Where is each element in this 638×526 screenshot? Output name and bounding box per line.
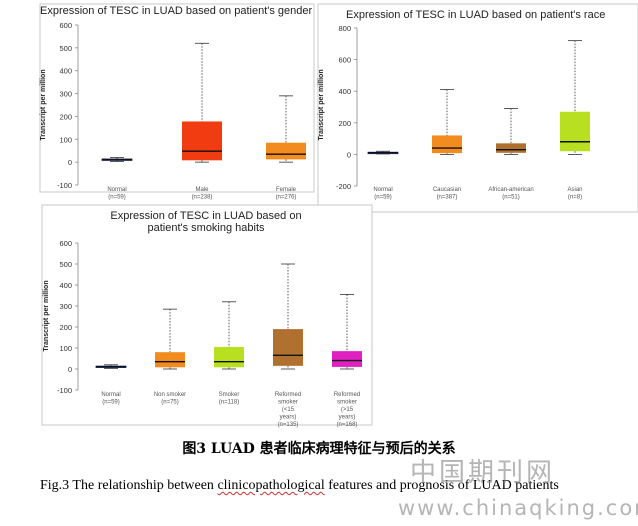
x-tick-count: (n=59) — [102, 400, 120, 406]
x-tick-label: African-american — [488, 187, 533, 193]
y-tick-label: 100 — [59, 135, 72, 144]
chart-title: Expression of TESC in LUAD based on pati… — [40, 5, 313, 17]
caption-en-underlined: clinicopathological — [217, 478, 325, 493]
x-tick-count: (n=75) — [161, 400, 179, 406]
y-tick-label: 500 — [59, 44, 72, 53]
y-axis-label: Transcript per million — [43, 280, 50, 351]
y-tick-label: 300 — [59, 302, 72, 311]
y-axis-label: Transcript per million — [318, 69, 325, 140]
x-tick-count: (n=135) — [278, 422, 299, 428]
chart-frame — [41, 204, 373, 426]
x-tick-label: Reformed — [334, 392, 360, 398]
chart-frame — [317, 3, 638, 213]
box — [182, 121, 222, 161]
y-tick-label: 100 — [59, 344, 72, 353]
x-tick-count: (n=118) — [219, 400, 239, 406]
y-tick-label: 400 — [59, 281, 72, 290]
x-tick-count: (n=276) — [276, 195, 297, 201]
y-tick-label: -100 — [57, 181, 72, 190]
y-tick-label: 200 — [59, 112, 72, 121]
figure-caption-cn: 图3 LUAD 患者临床病理特征与预后的关系 — [182, 441, 456, 457]
box — [214, 346, 244, 368]
chart-title: Expression of TESC in LUAD based on — [110, 210, 301, 222]
x-tick-label: Normal — [101, 392, 120, 398]
y-tick-label: 600 — [338, 56, 351, 65]
y-tick-label: 0 — [347, 150, 351, 159]
y-tick-label: -200 — [336, 182, 351, 191]
chart-title: patient's smoking habits — [147, 222, 265, 234]
x-tick-label: years) — [339, 415, 356, 421]
y-tick-label: -100 — [57, 386, 72, 395]
chart-panel-1: Expression of TESC in LUAD based on pati… — [39, 3, 315, 201]
y-tick-label: 0 — [68, 365, 72, 374]
chart-title: Expression of TESC in LUAD based on pati… — [346, 9, 605, 21]
x-tick-label: Smoker — [219, 392, 240, 398]
x-tick-count: (n=238) — [192, 195, 213, 201]
box — [432, 135, 462, 154]
y-tick-label: 800 — [338, 24, 351, 33]
box — [560, 111, 590, 152]
x-tick-label: (>15 — [341, 407, 354, 413]
x-tick-label: (<15 — [282, 407, 295, 413]
x-tick-label: smoker — [278, 400, 298, 406]
x-tick-label: Caucasian — [433, 187, 461, 193]
x-tick-label: Asian — [567, 187, 582, 193]
box — [273, 329, 303, 366]
box — [155, 352, 185, 368]
x-tick-count: (n=168) — [337, 422, 358, 428]
y-tick-label: 400 — [59, 67, 72, 76]
figure-charts: Expression of TESC in LUAD based on pati… — [39, 3, 638, 428]
y-tick-label: 600 — [59, 21, 72, 30]
box — [332, 351, 362, 367]
y-tick-label: 600 — [59, 239, 72, 248]
watermark-cn: 中国期刊网 — [410, 458, 556, 488]
x-tick-count: (n=59) — [374, 195, 392, 201]
box — [496, 143, 526, 153]
box — [266, 142, 306, 160]
watermark-url: www.chinaqking.com — [398, 496, 638, 520]
y-tick-label: 300 — [59, 90, 72, 99]
x-tick-count: (n=387) — [437, 195, 458, 201]
y-tick-label: 400 — [338, 87, 351, 96]
figure-caption-en: Fig.3 The relationship between clinicopa… — [40, 471, 568, 501]
x-tick-label: Normal — [373, 187, 392, 193]
x-tick-count: (n=51) — [502, 195, 520, 201]
x-tick-label: Normal — [107, 187, 126, 193]
chart-panel-2: Expression of TESC in LUAD based on pati… — [317, 3, 638, 213]
y-axis-label: Transcript per million — [40, 69, 47, 140]
x-tick-count: (n=8) — [568, 195, 582, 201]
chart-frame — [39, 3, 315, 193]
x-tick-label: Non smoker — [154, 392, 186, 398]
y-tick-label: 500 — [59, 260, 72, 269]
x-tick-label: years) — [280, 415, 297, 421]
x-tick-label: smoker — [337, 400, 357, 406]
x-tick-label: Reformed — [275, 392, 301, 398]
x-tick-count: (n=59) — [108, 195, 126, 201]
caption-en-suffix: features and prognosis of LUAD patients — [324, 478, 559, 493]
y-tick-label: 200 — [338, 119, 351, 128]
x-tick-label: Male — [195, 187, 209, 193]
y-tick-label: 0 — [68, 158, 72, 167]
y-tick-label: 200 — [59, 323, 72, 332]
caption-en-prefix: Fig.3 The relationship between — [40, 478, 218, 493]
chart-panel-3: Expression of TESC in LUAD based onpatie… — [41, 204, 373, 428]
x-tick-label: Female — [276, 187, 297, 193]
